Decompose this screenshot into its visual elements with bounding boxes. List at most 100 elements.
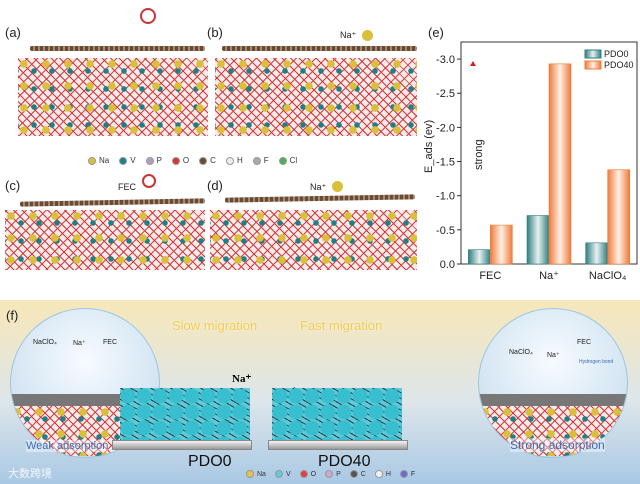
panel-a-label: (a) xyxy=(5,25,21,40)
legend-item-h: H xyxy=(374,470,391,478)
pdo40-label: PDO40 xyxy=(318,453,371,470)
weak-adsorption-label: Weak adsorption xyxy=(26,440,109,452)
x-tick-label: Na⁺ xyxy=(539,270,559,282)
panel-f: (f) NaClO₄ Na⁺ FEC Weak adsorption Slow … xyxy=(0,300,640,484)
graphene-layer xyxy=(222,46,417,51)
naclo4-label: NaClO₄ xyxy=(33,339,57,346)
nvp-slab xyxy=(210,210,417,270)
legend-item-f: F xyxy=(252,156,269,165)
substrate-plate xyxy=(268,440,408,450)
y-tick-label: -1.5 xyxy=(436,157,455,169)
y-tick-label: 0.0 xyxy=(440,259,455,271)
legend-label: PDO40 xyxy=(604,60,634,70)
graphene-layer xyxy=(19,198,206,207)
atom-dot-icon xyxy=(325,470,334,478)
atom-dot-icon xyxy=(225,156,234,165)
legend-label: C xyxy=(210,156,216,165)
legend-label: F xyxy=(410,470,416,478)
legend-label: O xyxy=(182,156,190,165)
legend-item-na: Na xyxy=(246,470,266,478)
atom-dot-icon xyxy=(349,470,358,478)
y-tick-label: -3.0 xyxy=(436,54,455,66)
bar-pdo0-2 xyxy=(585,242,608,265)
legend-label: C xyxy=(360,470,366,478)
legend-label: O xyxy=(310,470,317,478)
legend-item-p: P xyxy=(325,470,341,478)
nvp-slab xyxy=(215,58,417,136)
na-atom-icon xyxy=(362,30,373,41)
nvp-slab xyxy=(5,210,205,270)
atom-dot-icon xyxy=(252,156,261,165)
watermark: 大数跨境 xyxy=(8,468,52,480)
na-label: Na⁺ xyxy=(340,30,357,40)
bar-pdo0-0 xyxy=(468,249,491,265)
legend-label: V xyxy=(285,470,291,478)
atom-dot-icon xyxy=(246,470,254,478)
strong-annotation: strong xyxy=(473,139,485,170)
na-label: Na⁺ xyxy=(73,340,86,347)
bar-pdo40-0 xyxy=(490,224,513,265)
legend-label: Cl xyxy=(289,156,298,165)
atom-dot-icon xyxy=(299,470,308,478)
hydrogen-bond-label: Hydrogen bond xyxy=(579,359,614,365)
na-label: Na⁺ xyxy=(547,352,560,359)
legend-label: P xyxy=(156,156,162,165)
atom-legend: Na V P O C H F Cl xyxy=(88,156,297,165)
slow-migration-label: Slow migration xyxy=(172,318,258,333)
legend-item-na: Na xyxy=(88,156,109,165)
legend-swatch xyxy=(584,49,602,59)
atom-legend-bottom: Na V O P C H F xyxy=(246,470,415,478)
y-axis-label: E_ads (ev) xyxy=(423,120,435,173)
na-atom-icon xyxy=(332,181,343,192)
legend-label: F xyxy=(263,156,269,165)
atom-dot-icon xyxy=(88,156,96,165)
atom-dot-icon xyxy=(199,156,208,165)
arrow-up-icon xyxy=(470,61,476,66)
legend-item-v: V xyxy=(274,470,291,478)
atom-dot-icon xyxy=(274,470,283,478)
bar-pdo0-1 xyxy=(526,215,550,265)
strong-adsorption-bubble: NaClO₄ Na⁺ FEC Hydrogen bond xyxy=(478,308,628,458)
atom-dot-icon xyxy=(278,156,287,165)
legend-item-v: V xyxy=(119,156,136,165)
pdo0-film xyxy=(120,388,250,446)
nvp-slab xyxy=(479,406,627,456)
legend-item-cl: Cl xyxy=(278,156,298,165)
atom-dot-icon xyxy=(119,156,128,165)
legend-item-p: P xyxy=(145,156,162,165)
x-tick-label: NaClO₄ xyxy=(589,270,627,282)
fast-migration-label: Fast migration xyxy=(300,318,383,333)
legend-swatch xyxy=(584,60,602,70)
fec-label: FEC xyxy=(577,339,591,346)
legend-item-c: C xyxy=(199,156,216,165)
pdo40-film xyxy=(272,388,402,446)
fec-label: FEC xyxy=(103,339,117,346)
graphene-layer xyxy=(479,394,627,406)
panel-f-label: (f) xyxy=(6,308,19,323)
legend-label: P xyxy=(336,470,341,478)
legend-label: Na xyxy=(99,156,110,165)
panel-c-label: (c) xyxy=(5,178,21,193)
fec-label: FEC xyxy=(118,182,136,192)
pdo0-label: PDO0 xyxy=(188,453,232,470)
atom-dot-icon xyxy=(145,156,154,165)
legend-item-o: O xyxy=(299,470,317,478)
legend-label: H xyxy=(385,470,391,478)
legend-item-f: F xyxy=(399,470,416,478)
atom-dot-icon xyxy=(171,156,180,165)
atom-dot-icon xyxy=(399,470,408,478)
y-tick-label: -0.5 xyxy=(436,225,455,237)
substrate-plate xyxy=(112,440,252,450)
bar-pdo40-2 xyxy=(607,169,630,265)
x-tick-label: FEC xyxy=(479,270,501,282)
graphene-layer xyxy=(30,46,205,51)
legend-item-o: O xyxy=(171,156,190,165)
y-tick-label: -1.0 xyxy=(436,191,455,203)
legend-label: V xyxy=(130,156,136,165)
panel-e-label: (e) xyxy=(428,25,444,40)
na-label: Na⁺ xyxy=(310,182,327,192)
legend-label: PDO0 xyxy=(604,49,629,59)
y-tick-label: -2.5 xyxy=(436,88,455,100)
legend-item-h: H xyxy=(225,156,243,165)
adsorption-energy-chart: 0.0 -0.5 -1.0 -1.5 -2.0 -2.5 -3.0 FEC Na⁺ NaClO₄ E… xyxy=(423,41,638,282)
